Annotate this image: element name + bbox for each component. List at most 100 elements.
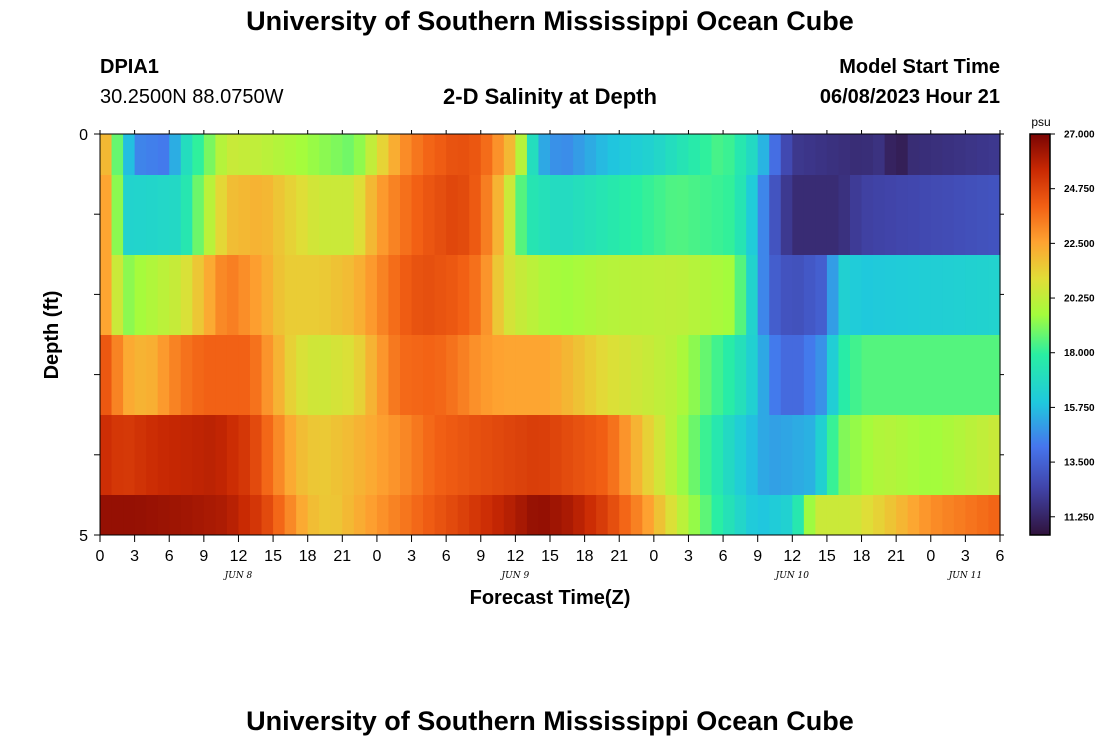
heatmap-cell: [988, 134, 1001, 175]
heatmap-cell: [342, 415, 355, 495]
heatmap-cell: [169, 175, 182, 255]
heatmap-cell: [665, 335, 678, 415]
heatmap-cell: [907, 415, 920, 495]
heatmap-cell: [284, 335, 297, 415]
heatmap-cell: [411, 134, 424, 175]
heatmap-cell: [146, 175, 159, 255]
heatmap-cell: [180, 134, 193, 175]
heatmap-cell: [215, 134, 228, 175]
x-tick-label: 12: [506, 548, 524, 565]
heatmap-cell: [353, 134, 366, 175]
heatmap-cell: [700, 134, 713, 175]
heatmap-cell: [815, 415, 828, 495]
heatmap-cell: [746, 495, 759, 535]
heatmap-cell: [688, 415, 701, 495]
heatmap-cell: [676, 175, 690, 255]
heatmap-cell: [965, 335, 978, 415]
heatmap-cell: [330, 255, 343, 335]
heatmap-cell: [953, 415, 966, 495]
heatmap-cell: [550, 175, 563, 255]
heatmap-cell: [700, 175, 713, 255]
heatmap-cell: [134, 134, 147, 175]
heatmap-cell: [434, 175, 447, 255]
heatmap-cell: [769, 255, 782, 335]
heatmap-cell: [134, 255, 147, 335]
heatmap-cell: [769, 415, 782, 495]
heatmap-cell: [296, 255, 309, 335]
heatmap-cell: [192, 495, 205, 535]
heatmap-cell: [607, 415, 620, 495]
day-label: JUN 9: [500, 571, 530, 581]
heatmap-cell: [976, 415, 990, 495]
heatmap-cell: [423, 175, 436, 255]
heatmap-cell: [584, 335, 597, 415]
heatmap-cell: [169, 335, 182, 415]
heatmap-cell: [723, 134, 736, 175]
heatmap-cell: [180, 255, 193, 335]
heatmap-cell: [550, 134, 563, 175]
heatmap-cell: [815, 134, 828, 175]
heatmap-cell: [573, 415, 586, 495]
heatmap-cell: [573, 495, 586, 535]
heatmap-cell: [411, 415, 424, 495]
x-tick-label: 18: [299, 548, 317, 565]
heatmap-cell: [746, 134, 759, 175]
x-tick-label: 21: [333, 548, 351, 565]
heatmap-cell: [850, 255, 863, 335]
heatmap-cell: [930, 335, 943, 415]
heatmap-cell: [169, 255, 182, 335]
heatmap-cell: [573, 175, 586, 255]
heatmap-cell: [653, 335, 666, 415]
heatmap-cell: [134, 415, 147, 495]
heatmap-cell: [757, 255, 770, 335]
heatmap-cell: [353, 495, 366, 535]
x-tick-label: 18: [576, 548, 594, 565]
heatmap-cell: [261, 415, 274, 495]
heatmap-cell: [838, 415, 851, 495]
heatmap-cell: [988, 335, 1001, 415]
heatmap-cell: [734, 415, 747, 495]
heatmap-cell: [250, 335, 263, 415]
day-label: JUN 8: [223, 571, 253, 581]
heatmap-cell: [596, 255, 609, 335]
heatmap-cell: [642, 255, 655, 335]
heatmap-cell: [330, 335, 343, 415]
heatmap-cell: [376, 495, 390, 535]
heatmap-cell: [896, 255, 909, 335]
heatmap-cell: [826, 134, 840, 175]
heatmap-cell: [596, 415, 609, 495]
heatmap-cell: [746, 175, 759, 255]
heatmap-cell: [838, 495, 851, 535]
heatmap-cell: [215, 415, 228, 495]
heatmap-cell: [157, 335, 170, 415]
heatmap-cell: [838, 175, 851, 255]
heatmap-cell: [769, 335, 782, 415]
heatmap-cell: [573, 134, 586, 175]
heatmap-cell: [273, 255, 286, 335]
heatmap-cell: [723, 255, 736, 335]
heatmap-cell: [480, 495, 493, 535]
heatmap-cell: [376, 415, 390, 495]
heatmap-cell: [446, 134, 459, 175]
heatmap-cell: [111, 335, 124, 415]
y-tick-label: 5: [79, 528, 88, 545]
heatmap-cell: [434, 495, 447, 535]
heatmap-cell: [803, 335, 816, 415]
heatmap-cell: [757, 495, 770, 535]
heatmap-cell: [896, 495, 909, 535]
heatmap-cell: [769, 175, 782, 255]
heatmap-cell: [446, 495, 459, 535]
heatmap-cell: [642, 175, 655, 255]
heatmap-cell: [688, 335, 701, 415]
heatmap-cells: [100, 134, 1001, 535]
heatmap-cell: [619, 495, 632, 535]
heatmap-cell: [434, 335, 447, 415]
heatmap-cell: [896, 175, 909, 255]
heatmap-cell: [423, 255, 436, 335]
heatmap-cell: [711, 175, 724, 255]
heatmap-cell: [550, 495, 563, 535]
heatmap-cell: [307, 175, 320, 255]
heatmap-cell: [480, 175, 493, 255]
heatmap-cell: [492, 255, 505, 335]
